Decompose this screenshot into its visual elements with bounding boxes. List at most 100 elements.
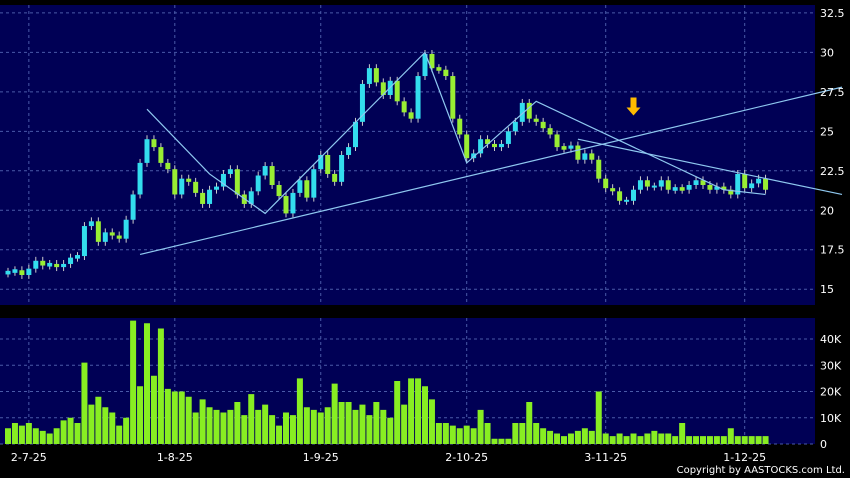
volume-bar (533, 423, 540, 444)
candle-down (109, 232, 115, 236)
candle-down (700, 180, 706, 185)
volume-bar (679, 423, 686, 444)
candle-up (123, 219, 129, 239)
volume-bar (185, 396, 192, 444)
volume-bar (81, 362, 88, 444)
trendline (146, 51, 766, 215)
volume-bar (283, 412, 289, 444)
volume-bar (164, 388, 171, 444)
volume-bar (498, 438, 505, 444)
volume-bar (672, 436, 679, 444)
volume-bar (595, 391, 602, 444)
volume-bar (665, 433, 672, 444)
volume-bar (706, 436, 713, 444)
candle-up (144, 139, 150, 163)
volume-bar (116, 425, 123, 444)
candle-down (728, 189, 734, 195)
candle-down (95, 221, 101, 242)
volume-bar (88, 404, 95, 444)
candle-down (19, 270, 25, 275)
date-tick-label: 2-7-25 (11, 451, 47, 464)
volume-bar (720, 436, 727, 444)
candle-down (40, 260, 46, 266)
volume-bar (686, 436, 693, 444)
candle-down (610, 188, 616, 192)
candle-down (325, 155, 331, 174)
candle-down (269, 166, 275, 185)
candle-down (464, 134, 470, 159)
candle-down (679, 187, 685, 191)
volume-bar (630, 433, 637, 444)
candle-down (116, 235, 122, 239)
volume-bar (748, 436, 755, 444)
candle-up (220, 173, 226, 187)
volume-bar (262, 404, 269, 444)
candle-down (151, 139, 157, 148)
candle-down (429, 53, 435, 69)
candle-down (373, 68, 379, 83)
candle-down (200, 192, 206, 204)
volume-bar (5, 428, 11, 444)
volume-bar (60, 420, 67, 444)
volume-bar (248, 394, 255, 444)
volume-bar (289, 415, 296, 444)
candle-down (54, 263, 60, 268)
volume-bar (442, 423, 449, 444)
candle-down (380, 82, 386, 95)
copyright-text: Copyright by AASTOCKS.com Ltd. (677, 465, 845, 476)
volume-bar (394, 381, 401, 444)
candle-down (575, 145, 581, 160)
candle-up (651, 185, 657, 188)
volume-bar (303, 407, 310, 444)
candle-down (234, 169, 240, 195)
date-tick-label: 1-8-25 (157, 451, 193, 464)
volume-bar (296, 378, 303, 444)
candle-up (339, 155, 345, 182)
volume-bar (734, 436, 741, 444)
candle-down (172, 169, 178, 195)
volume-bar (741, 436, 748, 444)
volume-bar (463, 425, 470, 444)
candle-down (707, 185, 713, 190)
volume-bar (46, 433, 53, 444)
candle-down (644, 180, 650, 187)
volume-bar (700, 436, 706, 444)
candle-up (714, 186, 720, 190)
candle-up (248, 191, 254, 204)
volume-bar (713, 436, 720, 444)
candle-down (492, 143, 497, 148)
volume-bar (415, 378, 422, 444)
volume-bar (547, 430, 554, 444)
candle-down (540, 121, 546, 129)
volume-bar (220, 412, 227, 444)
candle-down (485, 139, 491, 144)
volume-bar (373, 402, 380, 444)
volume-bar (574, 430, 581, 444)
volume-bar (727, 428, 734, 444)
candle-up (422, 53, 428, 77)
candle-down (665, 180, 671, 190)
volume-bar (554, 433, 561, 444)
volume-bar (505, 438, 512, 444)
candle-down (526, 102, 532, 119)
candle-down (276, 185, 282, 197)
price-tick-label: 20 (820, 204, 834, 217)
candle-down (436, 67, 442, 71)
candle-up (227, 169, 233, 174)
volume-bar (581, 428, 588, 444)
candle-down (561, 146, 567, 150)
price-panel (0, 5, 815, 305)
price-tick-label: 25 (820, 125, 834, 138)
candle-up (686, 185, 692, 190)
candle-up (568, 145, 574, 149)
price-tick-label: 32.5 (820, 7, 845, 20)
trendlines (139, 51, 843, 256)
candle-up (297, 180, 303, 193)
trendline (139, 86, 843, 256)
trendline (577, 138, 843, 196)
volume-bar (602, 433, 609, 444)
candle-up (68, 257, 74, 264)
price-tick-label: 30 (820, 46, 834, 59)
volume-bar (512, 423, 519, 444)
